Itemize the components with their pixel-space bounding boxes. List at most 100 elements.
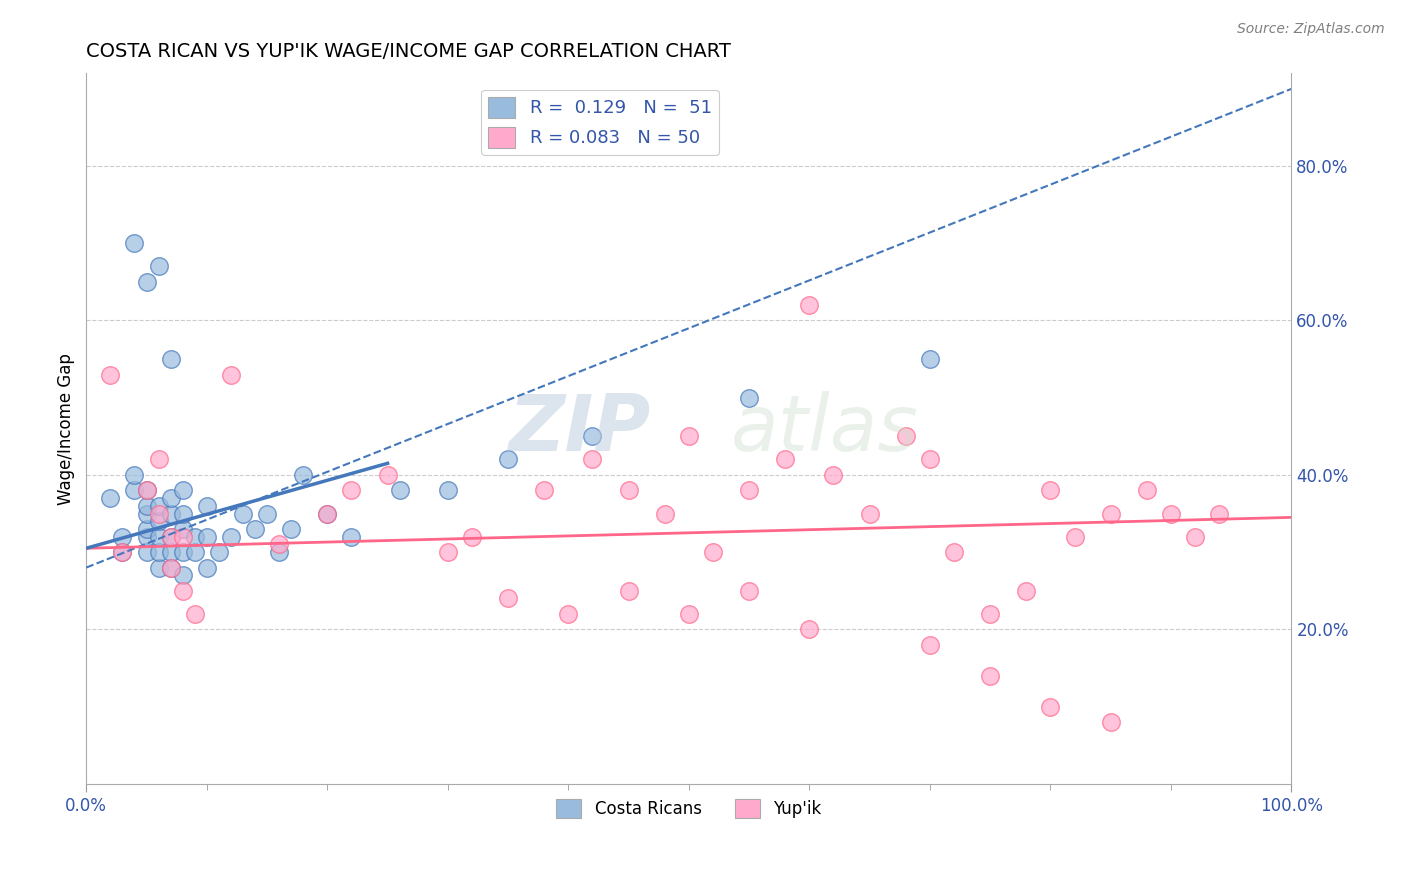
Point — [159, 545, 181, 559]
Point — [377, 467, 399, 482]
Point — [1063, 530, 1085, 544]
Point — [135, 499, 157, 513]
Point — [1039, 483, 1062, 498]
Point — [208, 545, 231, 559]
Point — [581, 429, 603, 443]
Point — [172, 545, 194, 559]
Point — [159, 560, 181, 574]
Point — [148, 545, 170, 559]
Point — [148, 560, 170, 574]
Point — [184, 530, 207, 544]
Point — [1184, 530, 1206, 544]
Point — [654, 507, 676, 521]
Legend: Costa Ricans, Yup'ik: Costa Ricans, Yup'ik — [550, 792, 828, 825]
Point — [388, 483, 411, 498]
Y-axis label: Wage/Income Gap: Wage/Income Gap — [58, 352, 75, 505]
Point — [100, 491, 122, 505]
Point — [172, 483, 194, 498]
Point — [172, 568, 194, 582]
Point — [918, 638, 941, 652]
Point — [111, 545, 134, 559]
Point — [979, 668, 1001, 682]
Point — [437, 545, 460, 559]
Point — [918, 352, 941, 367]
Point — [243, 522, 266, 536]
Point — [172, 507, 194, 521]
Point — [894, 429, 917, 443]
Point — [135, 483, 157, 498]
Point — [172, 522, 194, 536]
Point — [124, 483, 146, 498]
Point — [172, 530, 194, 544]
Point — [269, 537, 291, 551]
Text: ZIP: ZIP — [508, 391, 651, 467]
Point — [159, 530, 181, 544]
Point — [135, 545, 157, 559]
Point — [148, 530, 170, 544]
Point — [135, 522, 157, 536]
Point — [184, 607, 207, 621]
Point — [159, 352, 181, 367]
Point — [124, 236, 146, 251]
Point — [135, 483, 157, 498]
Point — [219, 530, 242, 544]
Point — [702, 545, 724, 559]
Point — [148, 507, 170, 521]
Point — [738, 583, 761, 598]
Point — [111, 530, 134, 544]
Point — [148, 452, 170, 467]
Point — [1099, 714, 1122, 729]
Point — [340, 483, 363, 498]
Point — [775, 452, 797, 467]
Point — [581, 452, 603, 467]
Point — [738, 483, 761, 498]
Text: atlas: atlas — [731, 391, 920, 467]
Point — [617, 483, 640, 498]
Point — [340, 530, 363, 544]
Point — [148, 260, 170, 274]
Point — [496, 591, 519, 606]
Point — [678, 429, 700, 443]
Point — [979, 607, 1001, 621]
Point — [533, 483, 555, 498]
Point — [135, 530, 157, 544]
Text: Source: ZipAtlas.com: Source: ZipAtlas.com — [1237, 22, 1385, 37]
Point — [1099, 507, 1122, 521]
Point — [195, 499, 218, 513]
Point — [219, 368, 242, 382]
Point — [159, 560, 181, 574]
Point — [1039, 699, 1062, 714]
Point — [184, 545, 207, 559]
Point — [292, 467, 315, 482]
Point — [159, 491, 181, 505]
Point — [232, 507, 254, 521]
Point — [799, 623, 821, 637]
Point — [496, 452, 519, 467]
Point — [1136, 483, 1159, 498]
Point — [111, 545, 134, 559]
Point — [461, 530, 484, 544]
Point — [437, 483, 460, 498]
Text: COSTA RICAN VS YUP'IK WAGE/INCOME GAP CORRELATION CHART: COSTA RICAN VS YUP'IK WAGE/INCOME GAP CO… — [86, 42, 731, 61]
Point — [1015, 583, 1038, 598]
Point — [280, 522, 302, 536]
Point — [738, 391, 761, 405]
Point — [135, 507, 157, 521]
Point — [799, 298, 821, 312]
Point — [195, 560, 218, 574]
Point — [316, 507, 339, 521]
Point — [269, 545, 291, 559]
Point — [195, 530, 218, 544]
Point — [678, 607, 700, 621]
Point — [617, 583, 640, 598]
Point — [1160, 507, 1182, 521]
Point — [859, 507, 882, 521]
Point — [159, 507, 181, 521]
Point — [918, 452, 941, 467]
Point — [316, 507, 339, 521]
Point — [823, 467, 845, 482]
Point — [148, 499, 170, 513]
Point — [256, 507, 278, 521]
Point — [100, 368, 122, 382]
Point — [135, 275, 157, 289]
